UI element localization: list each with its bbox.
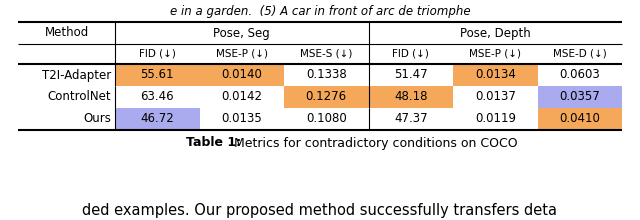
Bar: [369, 86, 453, 108]
Text: MSE-D (↓): MSE-D (↓): [553, 49, 607, 59]
Text: Pose, Depth: Pose, Depth: [460, 26, 531, 40]
Text: 46.72: 46.72: [140, 112, 174, 125]
Text: FID (↓): FID (↓): [139, 49, 176, 59]
Text: T2I-Adapter: T2I-Adapter: [42, 68, 111, 81]
Bar: [284, 86, 369, 108]
Bar: [115, 64, 200, 86]
Text: Ours: Ours: [83, 112, 111, 125]
Text: Table 1:: Table 1:: [186, 136, 241, 150]
Text: 47.37: 47.37: [394, 112, 428, 125]
Text: 0.0410: 0.0410: [559, 112, 600, 125]
Text: 0.0119: 0.0119: [475, 112, 516, 125]
Text: 0.0603: 0.0603: [559, 68, 600, 81]
Bar: [538, 108, 622, 130]
Text: 63.46: 63.46: [140, 90, 174, 103]
Text: 0.0142: 0.0142: [221, 90, 262, 103]
Text: Pose, Seg: Pose, Seg: [213, 26, 270, 40]
Text: 0.0135: 0.0135: [221, 112, 262, 125]
Text: ded examples. Our proposed method successfully transfers deta: ded examples. Our proposed method succes…: [83, 202, 557, 218]
Text: 0.0140: 0.0140: [221, 68, 262, 81]
Text: 0.0134: 0.0134: [475, 68, 516, 81]
Text: 0.0357: 0.0357: [559, 90, 600, 103]
Bar: [538, 86, 622, 108]
Bar: [453, 64, 538, 86]
Text: MSE-S (↓): MSE-S (↓): [300, 49, 353, 59]
Text: 0.1080: 0.1080: [306, 112, 347, 125]
Text: Method: Method: [44, 26, 88, 40]
Text: 0.0137: 0.0137: [475, 90, 516, 103]
Text: e in a garden.  (5) A car in front of arc de triomphe: e in a garden. (5) A car in front of arc…: [170, 4, 470, 18]
Text: 0.1276: 0.1276: [306, 90, 347, 103]
Text: MSE-P (↓): MSE-P (↓): [469, 49, 521, 59]
Text: 48.18: 48.18: [394, 90, 428, 103]
Text: 51.47: 51.47: [394, 68, 428, 81]
Text: 0.1338: 0.1338: [306, 68, 347, 81]
Text: ControlNet: ControlNet: [47, 90, 111, 103]
Text: FID (↓): FID (↓): [392, 49, 429, 59]
Text: Metrics for contradictory conditions on COCO: Metrics for contradictory conditions on …: [230, 136, 517, 150]
Text: MSE-P (↓): MSE-P (↓): [216, 49, 268, 59]
Bar: [200, 64, 284, 86]
Text: 55.61: 55.61: [141, 68, 174, 81]
Bar: [115, 108, 200, 130]
